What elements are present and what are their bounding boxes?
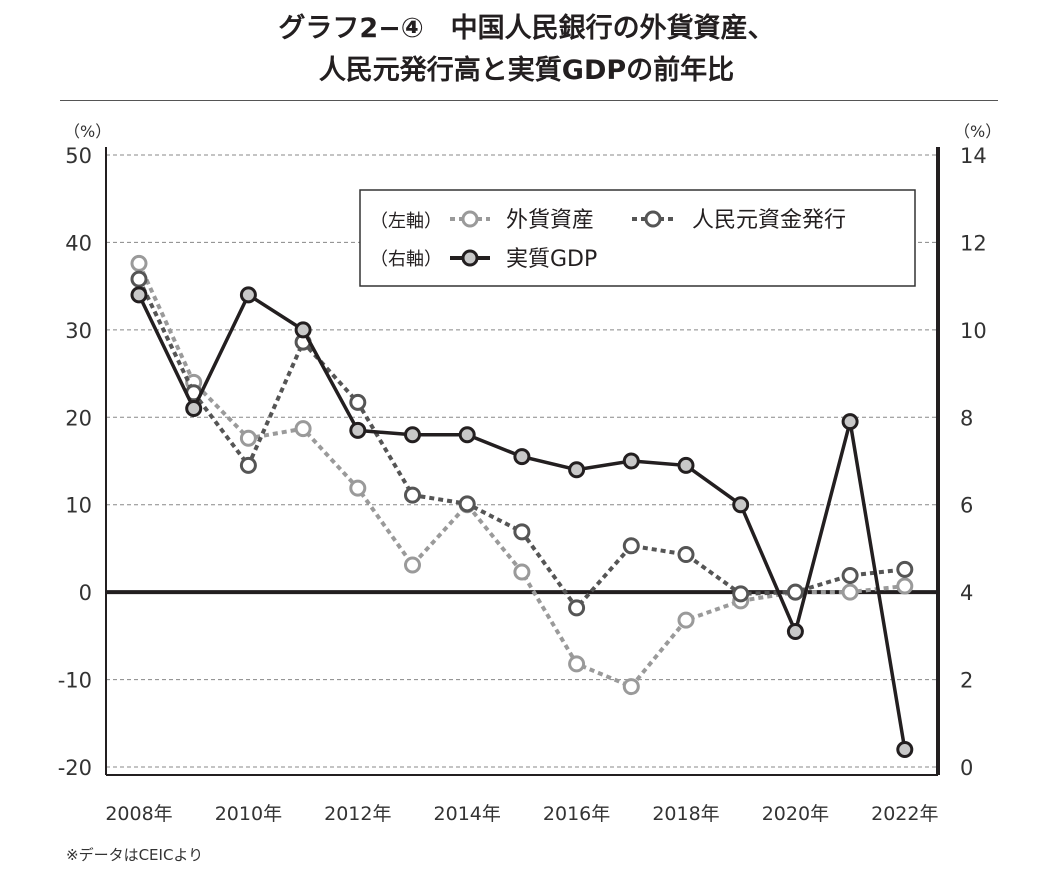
data-point-1: [732, 585, 750, 603]
x-tick-label: 2022年: [871, 803, 938, 825]
data-point-1: [622, 537, 640, 555]
data-point-1: [677, 546, 695, 564]
x-tick-label: 2014年: [434, 803, 501, 825]
legend-left-axis-tag: （左軸）: [370, 211, 442, 232]
data-point-1: [896, 560, 914, 578]
legend-marker-fx: [461, 210, 479, 228]
x-tick-label: 2008年: [105, 803, 172, 825]
x-tick-label: 2010年: [215, 803, 282, 825]
data-point-1: [130, 270, 148, 288]
legend-label-gdp: 実質GDP: [506, 247, 597, 272]
left-tick-label: -10: [58, 669, 92, 693]
chart-title-line1: グラフ2−④ 中国人民銀行の外貨資産、: [278, 13, 775, 44]
left-tick-label: 30: [65, 319, 92, 343]
x-axis-ticks: 2008年 2010年 2012年 2014年 2016年 2018年 2020年 2022年: [105, 803, 938, 825]
data-point-2: [185, 400, 203, 418]
data-point-2: [513, 448, 531, 466]
right-tick-label: 0: [960, 756, 973, 780]
data-point-2: [239, 286, 257, 304]
data-point-1: [458, 495, 476, 513]
left-tick-label: 40: [65, 231, 92, 255]
left-tick-label: 20: [65, 406, 92, 430]
data-point-2: [786, 622, 804, 640]
data-point-1: [349, 393, 367, 411]
data-point-2: [349, 421, 367, 439]
right-axis-ticks: 0 2 4 6 8 10 12 14: [960, 144, 987, 780]
left-axis-unit: （%）: [64, 122, 111, 141]
data-point-0: [677, 611, 695, 629]
right-axis-unit: （%）: [954, 122, 1001, 141]
data-point-2: [130, 286, 148, 304]
right-tick-label: 8: [960, 406, 973, 430]
data-point-2: [622, 452, 640, 470]
data-point-0: [349, 479, 367, 497]
data-point-1: [513, 523, 531, 541]
data-point-0: [513, 563, 531, 581]
data-point-0: [294, 420, 312, 438]
data-point-2: [732, 496, 750, 514]
data-point-2: [568, 461, 586, 479]
data-point-1: [786, 583, 804, 601]
data-point-0: [239, 429, 257, 447]
data-point-1: [404, 486, 421, 504]
data-point-0: [622, 678, 640, 696]
data-point-0: [841, 583, 859, 601]
data-point-2: [896, 741, 914, 759]
right-tick-label: 12: [960, 231, 987, 255]
data-point-1: [568, 599, 586, 617]
data-point-2: [677, 456, 695, 474]
legend-marker-currency: [644, 210, 662, 228]
source-note: ※データはCEICより: [66, 846, 204, 864]
left-tick-label: -20: [58, 756, 92, 780]
data-point-0: [896, 577, 914, 595]
x-tick-label: 2016年: [543, 803, 610, 825]
right-tick-label: 14: [960, 144, 987, 168]
left-tick-label: 50: [65, 144, 92, 168]
x-tick-label: 2020年: [762, 803, 829, 825]
right-tick-label: 6: [960, 494, 973, 518]
data-point-2: [841, 413, 859, 431]
data-point-2: [404, 426, 421, 444]
legend-box: [359, 189, 916, 287]
x-tick-label: 2012年: [324, 803, 391, 825]
data-point-2: [458, 426, 476, 444]
data-point-1: [841, 567, 859, 585]
right-tick-label: 10: [960, 319, 987, 343]
data-point-0: [568, 655, 586, 673]
data-point-0: [404, 556, 421, 574]
data-point-2: [294, 321, 312, 339]
left-tick-label: 0: [79, 581, 92, 605]
series-line-2: [137, 292, 907, 750]
right-tick-label: 4: [960, 581, 973, 605]
data-point-1: [239, 456, 257, 474]
left-tick-label: 10: [65, 494, 92, 518]
chart-title-line2: 人民元発行高と実質GDPの前年比: [318, 55, 735, 86]
legend-label-fx: 外貨資産: [506, 208, 594, 233]
legend: （左軸） 外貨資産 人民元資金発行 （右軸） 実質GDP: [359, 189, 916, 287]
legend-label-currency: 人民元資金発行: [692, 208, 846, 233]
x-tick-label: 2018年: [652, 803, 719, 825]
legend-marker-gdp: [461, 249, 479, 267]
series-lines: [130, 254, 914, 759]
title-divider: [60, 100, 998, 101]
left-axis-ticks: -20 -10 0 10 20 30 40 50: [58, 144, 92, 780]
right-tick-label: 2: [960, 669, 973, 693]
legend-right-axis-tag: （右軸）: [370, 249, 442, 270]
data-point-0: [130, 254, 148, 272]
